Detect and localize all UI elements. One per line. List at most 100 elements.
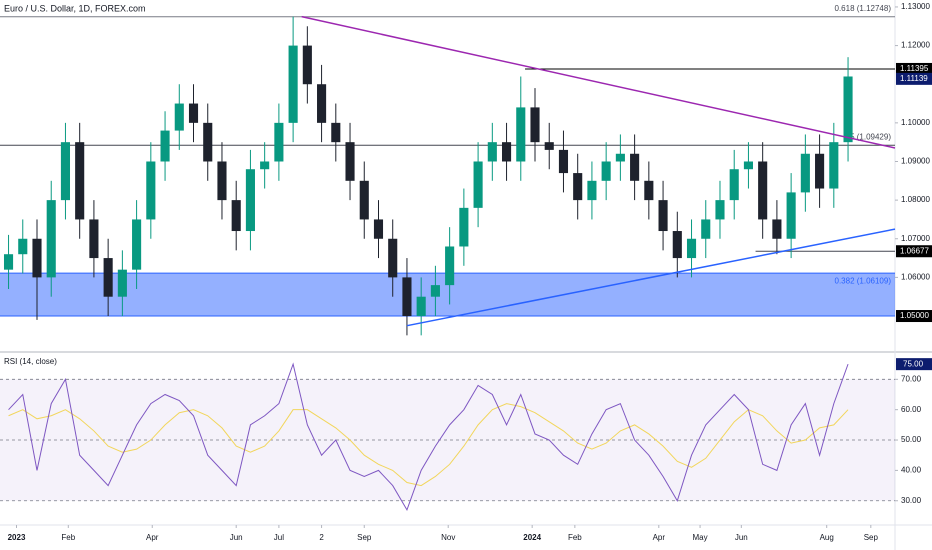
y-tick-label: 40.00 bbox=[901, 466, 922, 475]
y-tick-label: 70.00 bbox=[901, 374, 922, 383]
price-tag bbox=[896, 245, 932, 258]
y-tick-label: 1.09000 bbox=[901, 157, 930, 166]
candle-body bbox=[3, 254, 14, 270]
candle-body bbox=[487, 142, 497, 162]
candle-body bbox=[146, 161, 156, 220]
candle-body bbox=[815, 153, 825, 189]
y-tick-label: 1.07000 bbox=[901, 234, 930, 243]
candle-body bbox=[743, 161, 753, 170]
y-tick-label: 1.13000 bbox=[901, 2, 930, 11]
fib-label: 0.5 (1.09429) bbox=[843, 132, 891, 141]
candle-body bbox=[416, 296, 426, 317]
y-tick-label: 1.08000 bbox=[901, 195, 930, 204]
candle-body bbox=[132, 219, 142, 270]
candle-body bbox=[117, 269, 127, 297]
trendline bbox=[406, 228, 896, 327]
price-tag bbox=[896, 62, 932, 75]
candle-body bbox=[772, 219, 782, 239]
y-tick-label: 50.00 bbox=[901, 435, 922, 444]
candle-body bbox=[46, 200, 56, 278]
candle-body bbox=[544, 142, 554, 150]
candle-body bbox=[331, 122, 341, 143]
candle-body bbox=[729, 169, 739, 201]
candle-body bbox=[160, 130, 170, 162]
candle-body bbox=[758, 161, 768, 220]
candle-body bbox=[843, 76, 853, 143]
price-tag-label: 1.05000 bbox=[900, 311, 929, 320]
candle-body bbox=[601, 161, 611, 181]
candle-body bbox=[245, 169, 255, 232]
candle-body bbox=[260, 161, 270, 170]
rsi-tag-label: 75.00 bbox=[903, 359, 924, 368]
x-tick-label: 2023 bbox=[8, 533, 26, 542]
candle-body bbox=[644, 180, 654, 201]
candle-body bbox=[402, 277, 412, 317]
x-tick-label: Apr bbox=[653, 533, 666, 542]
y-tick-label: 60.00 bbox=[901, 405, 922, 414]
candle-body bbox=[345, 142, 355, 181]
candle-body bbox=[829, 142, 839, 189]
candle-body bbox=[274, 122, 284, 162]
candle-body bbox=[18, 238, 28, 255]
candle-body bbox=[715, 200, 725, 220]
x-tick-label: Sep bbox=[357, 533, 372, 542]
y-tick-label: 1.12000 bbox=[901, 41, 930, 50]
rsi-label: RSI (14, close) bbox=[4, 357, 57, 366]
y-tick-label: 1.06000 bbox=[901, 273, 930, 282]
x-tick-label: 2 bbox=[319, 533, 324, 542]
candle-body bbox=[217, 161, 227, 201]
candle-body bbox=[501, 142, 512, 162]
candle-body bbox=[317, 84, 327, 123]
candle-body bbox=[60, 142, 71, 201]
candle-body bbox=[686, 238, 697, 259]
rsi-ma-line bbox=[8, 403, 849, 487]
x-tick-label: Feb bbox=[568, 533, 582, 542]
candle-body bbox=[75, 142, 85, 220]
candle-body bbox=[32, 238, 42, 278]
rsi-tag bbox=[896, 358, 932, 371]
fib-label: 0.618 (1.12748) bbox=[835, 4, 892, 13]
candle-body bbox=[302, 45, 312, 85]
candle-body bbox=[89, 219, 99, 259]
x-tick-label: Jun bbox=[230, 533, 243, 542]
candle-body bbox=[658, 200, 668, 232]
candle-body bbox=[203, 122, 213, 162]
candle-body bbox=[630, 153, 640, 181]
candle-body bbox=[587, 180, 597, 201]
candle-body bbox=[701, 219, 711, 239]
candle-body bbox=[459, 207, 469, 247]
candle-body bbox=[473, 161, 483, 208]
candle-body bbox=[445, 246, 455, 286]
y-tick-label: 1.10000 bbox=[901, 118, 930, 127]
candle-body bbox=[359, 180, 369, 220]
candle-body bbox=[174, 103, 184, 131]
candle-body bbox=[558, 149, 569, 174]
rsi-line bbox=[8, 362, 849, 512]
candle-body bbox=[103, 258, 113, 297]
candle-body bbox=[615, 153, 625, 162]
x-tick-label: Aug bbox=[820, 533, 834, 542]
candle-body bbox=[516, 107, 526, 162]
candle-body bbox=[188, 103, 199, 123]
x-tick-label: Nov bbox=[441, 533, 455, 542]
price-tag bbox=[896, 310, 932, 323]
trendline bbox=[301, 15, 896, 149]
candle-body bbox=[672, 231, 682, 259]
x-tick-label: Feb bbox=[61, 533, 75, 542]
x-tick-label: Jul bbox=[274, 533, 284, 542]
x-tick-label: Apr bbox=[146, 533, 159, 542]
candle-body bbox=[388, 238, 398, 278]
candle-body bbox=[430, 285, 440, 297]
fib-label: 0.382 (1.06109) bbox=[835, 276, 892, 285]
x-tick-label: Sep bbox=[864, 533, 879, 542]
y-tick-label: 30.00 bbox=[901, 496, 922, 505]
candle-body bbox=[786, 192, 796, 239]
candle-body bbox=[231, 200, 241, 232]
x-tick-label: May bbox=[693, 533, 708, 542]
price-tag-label: 1.11395 bbox=[900, 64, 929, 73]
candle-body bbox=[800, 153, 810, 193]
candle-body bbox=[288, 45, 298, 123]
candle-body bbox=[530, 107, 540, 143]
price-tag-label: 1.11139 bbox=[900, 74, 928, 83]
